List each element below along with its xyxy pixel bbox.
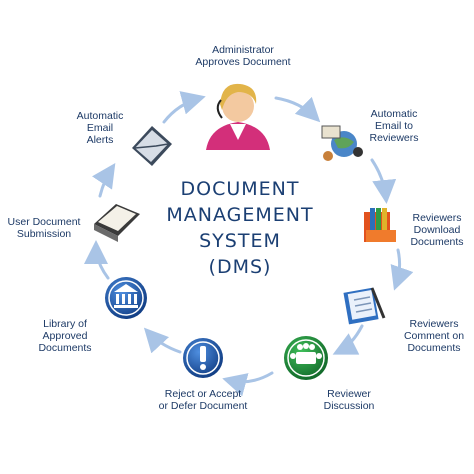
administrator-icon [206,83,270,150]
arrow-comment-to-discussion [332,324,364,355]
step-label-submission: User Document Submission [7,216,81,240]
meeting-icon [284,336,328,380]
envelope-icon [132,126,172,166]
arrow-library-to-submission [84,240,110,280]
diagram-title: DOCUMENT MANAGEMENT SYSTEM (DMS) [150,176,330,280]
cycle-arrows [84,91,414,397]
step-label-discussion: Reviewer Discussion [323,388,375,412]
step-label-administrator: Administrator Approves Document [195,44,291,68]
step-label-email-reviewers: Automatic Email to Reviewers [369,108,419,144]
step-label-download: Reviewers Download Documents [410,212,464,248]
email-globe-icon [321,125,363,161]
arrow-email-to-download [370,158,397,204]
title-line-4: (DMS) [208,256,272,278]
title-line-3: SYSTEM [199,230,281,252]
clipboard-pen-icon [343,287,386,325]
arrow-discussion-to-reject [222,371,274,397]
arrow-download-to-comment [390,248,414,291]
exclamation-icon [183,338,223,378]
library-icon [105,277,147,319]
step-label-email-alerts: Automatic Email Alerts [76,110,124,146]
arrow-alerts-to-admin [162,91,206,124]
arrow-reject-to-library [143,327,182,354]
title-line-1: DOCUMENT [180,178,300,200]
books-icon [364,208,396,242]
arrow-admin-to-email [274,96,321,123]
step-label-reject-accept: Reject or Accept or Defer Document [158,388,248,412]
step-label-comment: Reviewers Comment on Documents [403,318,465,354]
title-line-2: MANAGEMENT [166,204,314,226]
step-label-library: Library of Approved Documents [38,318,92,354]
document-tray-icon [94,204,140,242]
arrow-submission-to-alerts [92,163,116,198]
